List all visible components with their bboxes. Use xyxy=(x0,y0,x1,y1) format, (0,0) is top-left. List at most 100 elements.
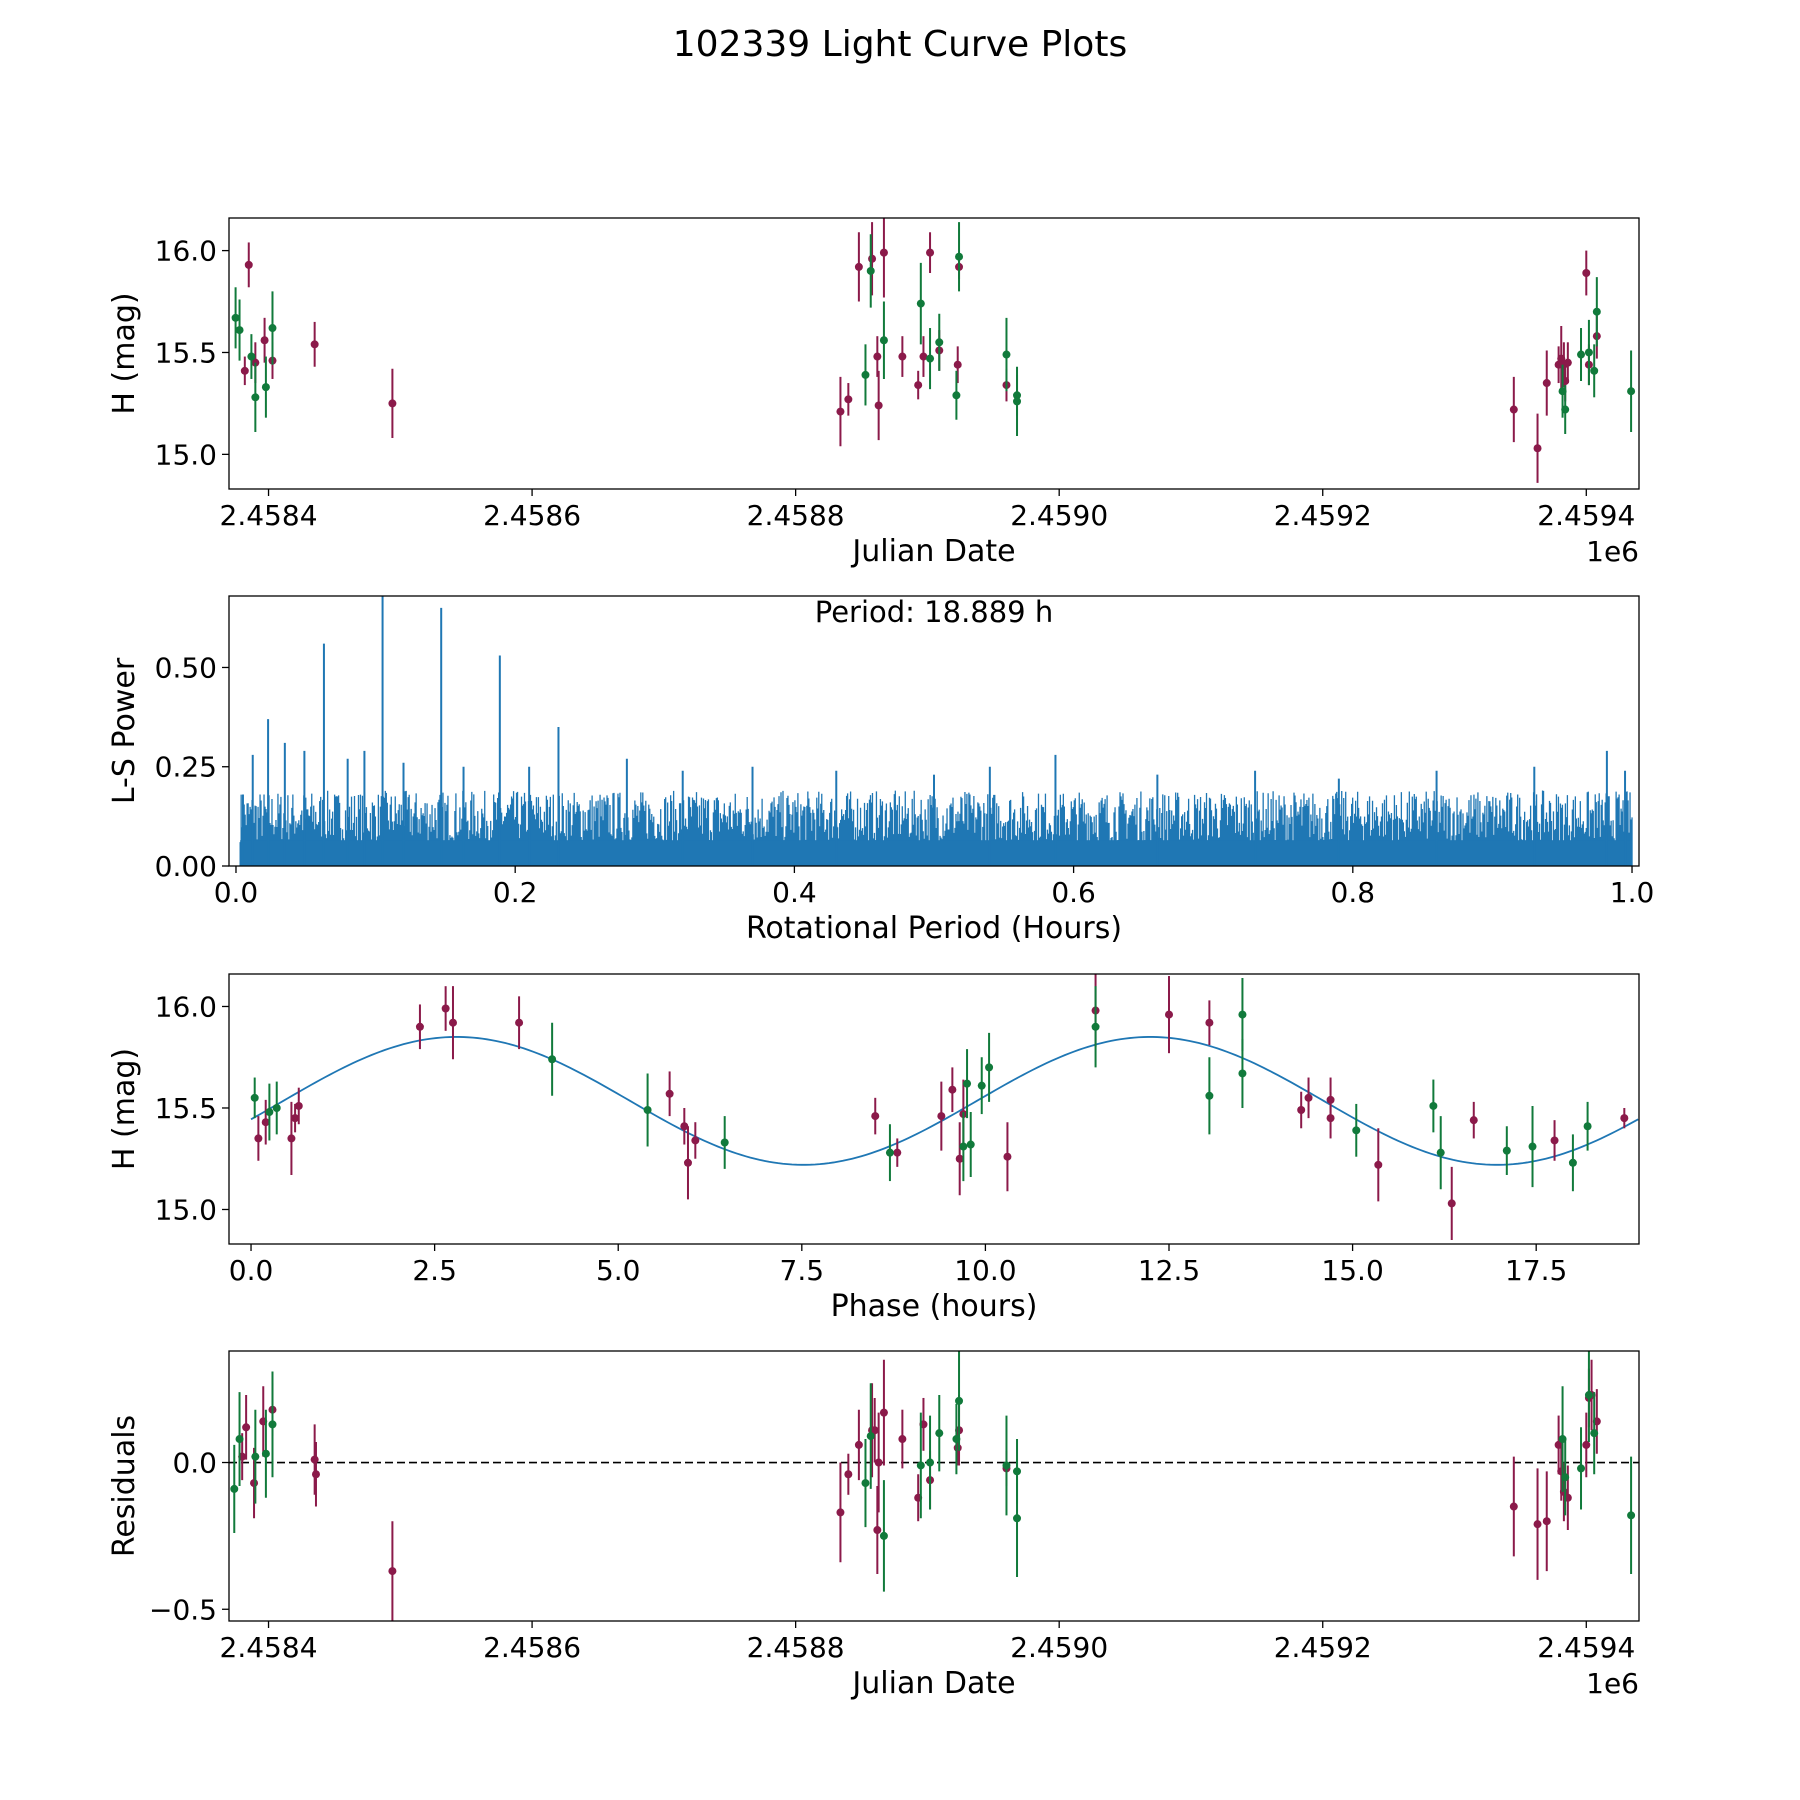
data-point-g xyxy=(1238,1069,1247,1078)
x-tick-label: 2.4586 xyxy=(483,499,581,532)
data-point-r xyxy=(294,1101,303,1110)
data-point-r xyxy=(871,1112,880,1121)
data-point-r xyxy=(1582,269,1591,278)
data-point-r xyxy=(955,1154,964,1163)
data-point-r xyxy=(1620,1114,1629,1123)
data-point-g xyxy=(866,266,875,275)
x-tick-label: 7.5 xyxy=(780,1254,825,1287)
x-tick-label: 2.5 xyxy=(412,1254,457,1287)
data-point-r xyxy=(1509,405,1518,414)
data-point-r xyxy=(1550,1136,1559,1145)
data-point-r xyxy=(1447,1199,1456,1208)
y-tick-label: 16.0 xyxy=(155,235,217,268)
data-point-g xyxy=(985,1063,994,1072)
y-tick-label: 15.0 xyxy=(155,1193,217,1226)
y-tick-label: −0.5 xyxy=(149,1593,217,1626)
data-point-g xyxy=(261,1449,270,1458)
data-point-g xyxy=(926,354,935,363)
data-point-g xyxy=(977,1081,986,1090)
data-point-r xyxy=(873,352,882,361)
data-point-g xyxy=(230,1484,239,1493)
y-tick-label: 0.00 xyxy=(155,850,217,883)
x-axis-label: Julian Date xyxy=(850,1666,1015,1701)
x-tick-label: 15.0 xyxy=(1321,1254,1383,1287)
data-point-r xyxy=(1003,1152,1012,1161)
data-point-r xyxy=(242,1423,251,1432)
y-tick-label: 16.0 xyxy=(155,990,217,1023)
data-point-r xyxy=(879,248,888,257)
data-point-g xyxy=(1528,1142,1537,1151)
data-point-r xyxy=(844,1470,853,1479)
data-point-g xyxy=(916,1461,925,1470)
x-tick-label: 0.0 xyxy=(229,1254,274,1287)
x-tick-label: 17.5 xyxy=(1505,1254,1567,1287)
data-point-g xyxy=(250,1093,259,1102)
data-point-r xyxy=(919,352,928,361)
data-point-g xyxy=(231,313,240,322)
data-point-r xyxy=(926,248,935,257)
panel-periodogram: 0.0 0.2 0.4 0.6 0.8 1.0 0.00 0.25 0.50 Rotational… xyxy=(107,595,1655,946)
data-point-r xyxy=(854,1440,863,1449)
data-point-r xyxy=(254,1134,263,1143)
plot-area-periodogram xyxy=(239,596,1633,866)
data-point-g xyxy=(1590,366,1599,375)
data-point-g xyxy=(1592,307,1601,316)
data-point-r xyxy=(260,336,269,345)
data-point-g xyxy=(1561,405,1570,414)
panel-lightcurve: 2.4584 2.4586 2.4588 2.4590 2.4592 2.4594 15.0… xyxy=(107,217,1640,569)
data-point-g xyxy=(935,1429,944,1438)
x-tick-label: 0.4 xyxy=(772,876,817,909)
data-point-g xyxy=(1013,397,1022,406)
x-tick-label: 0.0 xyxy=(214,876,259,909)
plot-area-lightcurve xyxy=(231,218,1636,483)
x-axis-label: Julian Date xyxy=(850,534,1015,569)
data-point-r xyxy=(893,1148,902,1157)
data-point-g xyxy=(926,1458,935,1467)
x-tick-label: 0.8 xyxy=(1331,876,1376,909)
x-tick-label: 2.4592 xyxy=(1274,1631,1372,1664)
panel-phased: 0.0 2.5 5.0 7.5 10.0 12.5 15.0 17.5 15.0 15.5 16.0… xyxy=(107,973,1640,1324)
data-point-g xyxy=(952,391,961,400)
data-point-r xyxy=(291,1114,300,1123)
axes-frame xyxy=(228,1350,1640,1622)
panel-residuals: 2.4584 2.4586 2.4588 2.4590 2.4592 2.4594 −0.5… xyxy=(107,1350,1640,1701)
data-point-g xyxy=(247,352,256,361)
data-point-r xyxy=(665,1089,674,1098)
data-point-r xyxy=(873,1526,882,1535)
data-point-g xyxy=(1627,1511,1636,1520)
y-axis-label: Residuals xyxy=(107,1415,142,1557)
data-point-r xyxy=(948,1085,957,1094)
data-point-r xyxy=(914,381,923,390)
data-point-g xyxy=(1577,350,1586,359)
data-point-r xyxy=(680,1122,689,1131)
data-point-r xyxy=(953,1443,962,1452)
data-point-g xyxy=(861,370,870,379)
data-point-r xyxy=(1374,1160,1383,1169)
power-floor xyxy=(240,840,1633,866)
data-point-g xyxy=(963,1079,972,1088)
data-point-g xyxy=(966,1140,975,1149)
data-point-g xyxy=(935,338,944,347)
data-point-g xyxy=(1584,1391,1593,1400)
y-tick-label: 15.0 xyxy=(155,438,217,471)
data-point-g xyxy=(1502,1146,1511,1155)
data-point-r xyxy=(868,254,877,263)
data-point-r xyxy=(310,340,319,349)
data-point-r xyxy=(1542,1517,1551,1526)
data-point-r xyxy=(844,395,853,404)
x-tick-label: 1.0 xyxy=(1610,876,1655,909)
data-point-g xyxy=(1561,1473,1570,1482)
data-point-r xyxy=(287,1134,296,1143)
data-point-g xyxy=(268,1420,277,1429)
x-axis-label: Phase (hours) xyxy=(831,1289,1038,1324)
data-point-g xyxy=(268,324,277,333)
data-point-r xyxy=(261,1118,270,1127)
data-point-r xyxy=(1563,358,1572,367)
data-point-r xyxy=(1509,1502,1518,1511)
data-point-g xyxy=(251,393,260,402)
data-point-r xyxy=(388,399,397,408)
period-annotation: Period: 18.889 h xyxy=(815,595,1054,629)
x-tick-label: 2.4584 xyxy=(220,499,318,532)
data-point-g xyxy=(955,1396,964,1405)
data-point-r xyxy=(441,1004,450,1013)
